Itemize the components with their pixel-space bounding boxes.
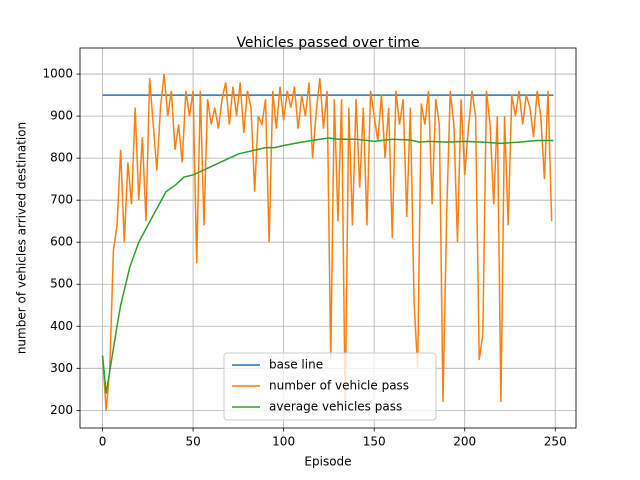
x-tick-label: 100: [272, 435, 295, 449]
y-tick-label: 200: [50, 403, 73, 417]
y-tick-label: 900: [50, 109, 73, 123]
x-tick-label: 250: [544, 435, 567, 449]
series-line: [101, 73, 553, 411]
y-tick-label: 300: [50, 361, 73, 375]
legend-label: number of vehicle pass: [269, 379, 409, 393]
y-tick-label: 400: [50, 319, 73, 333]
y-tick-label: 1000: [42, 67, 73, 81]
y-axis-label: number of vehicles arrived destination: [15, 122, 29, 354]
y-tick-label: 800: [50, 151, 73, 165]
y-tick-label: 600: [50, 235, 73, 249]
x-axis-label: Episode: [304, 455, 351, 469]
legend-box: [223, 352, 437, 421]
plot-frame: [79, 47, 577, 429]
legend-label: average vehicles pass: [269, 400, 402, 414]
y-tick-label: 500: [50, 277, 73, 291]
x-tick-label: 0: [99, 435, 107, 449]
legend-label: base line: [269, 358, 323, 372]
chart-title: Vehicles passed over time: [236, 35, 419, 51]
x-tick-label: 150: [363, 435, 386, 449]
legend: base line number of vehicle pass average v…: [223, 352, 437, 421]
series-line: [101, 137, 554, 394]
y-tick-label: 700: [50, 193, 73, 207]
x-tick-label: 50: [185, 435, 200, 449]
x-tick-label: 200: [453, 435, 476, 449]
